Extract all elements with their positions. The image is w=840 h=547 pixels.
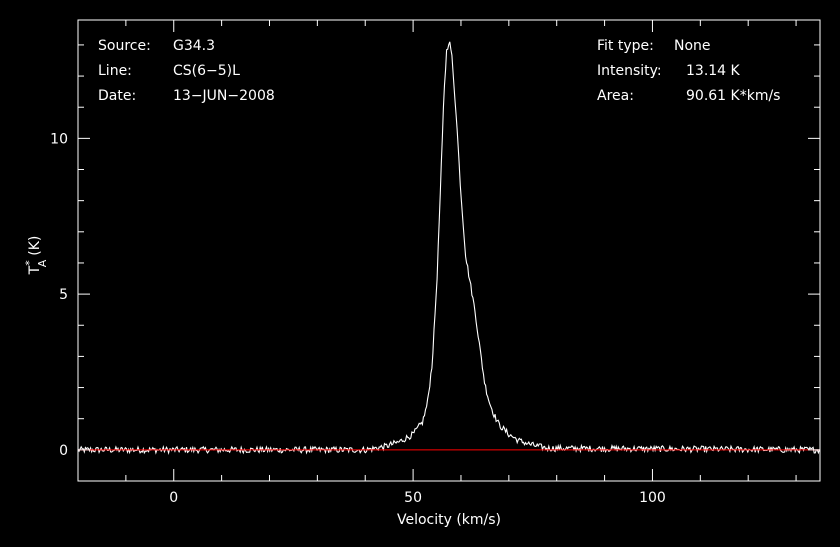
info-line-label: Line: [98, 63, 132, 79]
plot-frame [77, 19, 821, 482]
y-axis-label-sub: A [36, 259, 49, 267]
x-tick-label: 50 [404, 490, 422, 506]
y-tick-label: 10 [50, 131, 68, 147]
x-tick-label: 100 [639, 490, 666, 506]
axis-ticks: 0 50 100 0 5 10 [50, 20, 820, 506]
info-source-value: G34.3 [173, 38, 215, 54]
spectrum-line [77, 41, 820, 455]
info-intensity-label: Intensity: [597, 63, 662, 79]
y-tick-label: 5 [59, 287, 68, 303]
info-area-value: 90.61 K*km/s [686, 88, 780, 104]
y-axis-label: T*A (K) [23, 236, 49, 276]
info-date-label: Date: [98, 88, 136, 104]
info-fit-type-value: None [674, 38, 711, 54]
y-tick-label: 0 [59, 443, 68, 459]
y-axis-label-unit: (K) [27, 236, 43, 256]
plot-area [77, 41, 820, 455]
x-axis-label: Velocity (km/s) [397, 512, 501, 528]
y-axis-label-base: T [27, 265, 43, 275]
info-date-value: 13−JUN−2008 [173, 88, 275, 104]
info-fit-type-label: Fit type: [597, 38, 654, 54]
y-axis-label-sup: * [23, 260, 36, 266]
x-tick-label: 0 [169, 490, 178, 506]
info-source-label: Source: [98, 38, 151, 54]
info-area-label: Area: [597, 88, 634, 104]
info-line-value: CS(6−5)L [173, 63, 240, 79]
info-intensity-value: 13.14 K [686, 63, 741, 79]
